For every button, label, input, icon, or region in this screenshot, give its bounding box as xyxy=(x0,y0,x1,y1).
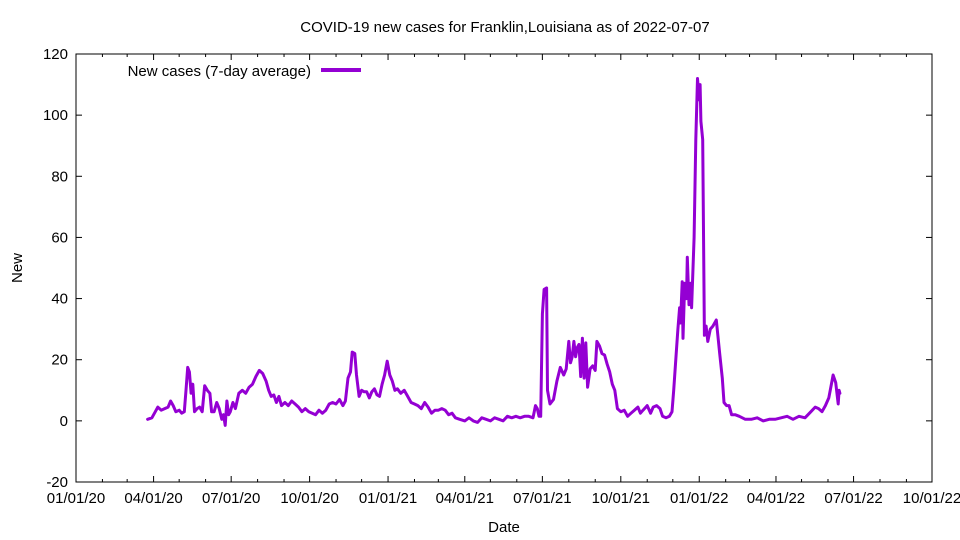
x-tick-label: 01/01/22 xyxy=(670,490,728,507)
y-tick-label: 20 xyxy=(51,352,68,369)
x-tick-label: 10/01/21 xyxy=(592,490,650,507)
y-tick-label: 80 xyxy=(51,168,68,185)
legend: New cases (7-day average) xyxy=(128,63,361,80)
chart-title: COVID-19 new cases for Franklin,Louisian… xyxy=(300,19,709,36)
plot-frame xyxy=(75,53,933,483)
y-tick-label: -20 xyxy=(46,474,68,491)
x-axis-label: Date xyxy=(488,519,520,536)
x-tick-label: 04/01/22 xyxy=(747,490,805,507)
x-tick-label: 07/01/20 xyxy=(202,490,260,507)
axis-ticks: -20 0 20 40 60 80 100 120 01/01/20 04/01/20 07/01/… xyxy=(43,46,960,507)
y-axis-label: New xyxy=(9,253,26,283)
y-tick-label: 100 xyxy=(43,107,68,124)
x-tick-label: 07/01/21 xyxy=(513,490,571,507)
x-tick-label: 04/01/21 xyxy=(436,490,494,507)
x-tick-label: 10/01/22 xyxy=(903,490,960,507)
plot-series xyxy=(146,77,842,427)
legend-label: New cases (7-day average) xyxy=(128,63,311,80)
y-tick-label: 60 xyxy=(51,229,68,246)
x-tick-label: 07/01/22 xyxy=(824,490,882,507)
series-line xyxy=(146,77,842,427)
x-tick-label: 01/01/21 xyxy=(359,490,417,507)
x-tick-label: 01/01/20 xyxy=(47,490,105,507)
y-tick-label: 40 xyxy=(51,291,68,308)
y-tick-label: 120 xyxy=(43,46,68,63)
x-tick-label: 04/01/20 xyxy=(124,490,182,507)
x-tick-label: 10/01/20 xyxy=(280,490,338,507)
y-tick-label: 0 xyxy=(60,413,68,430)
